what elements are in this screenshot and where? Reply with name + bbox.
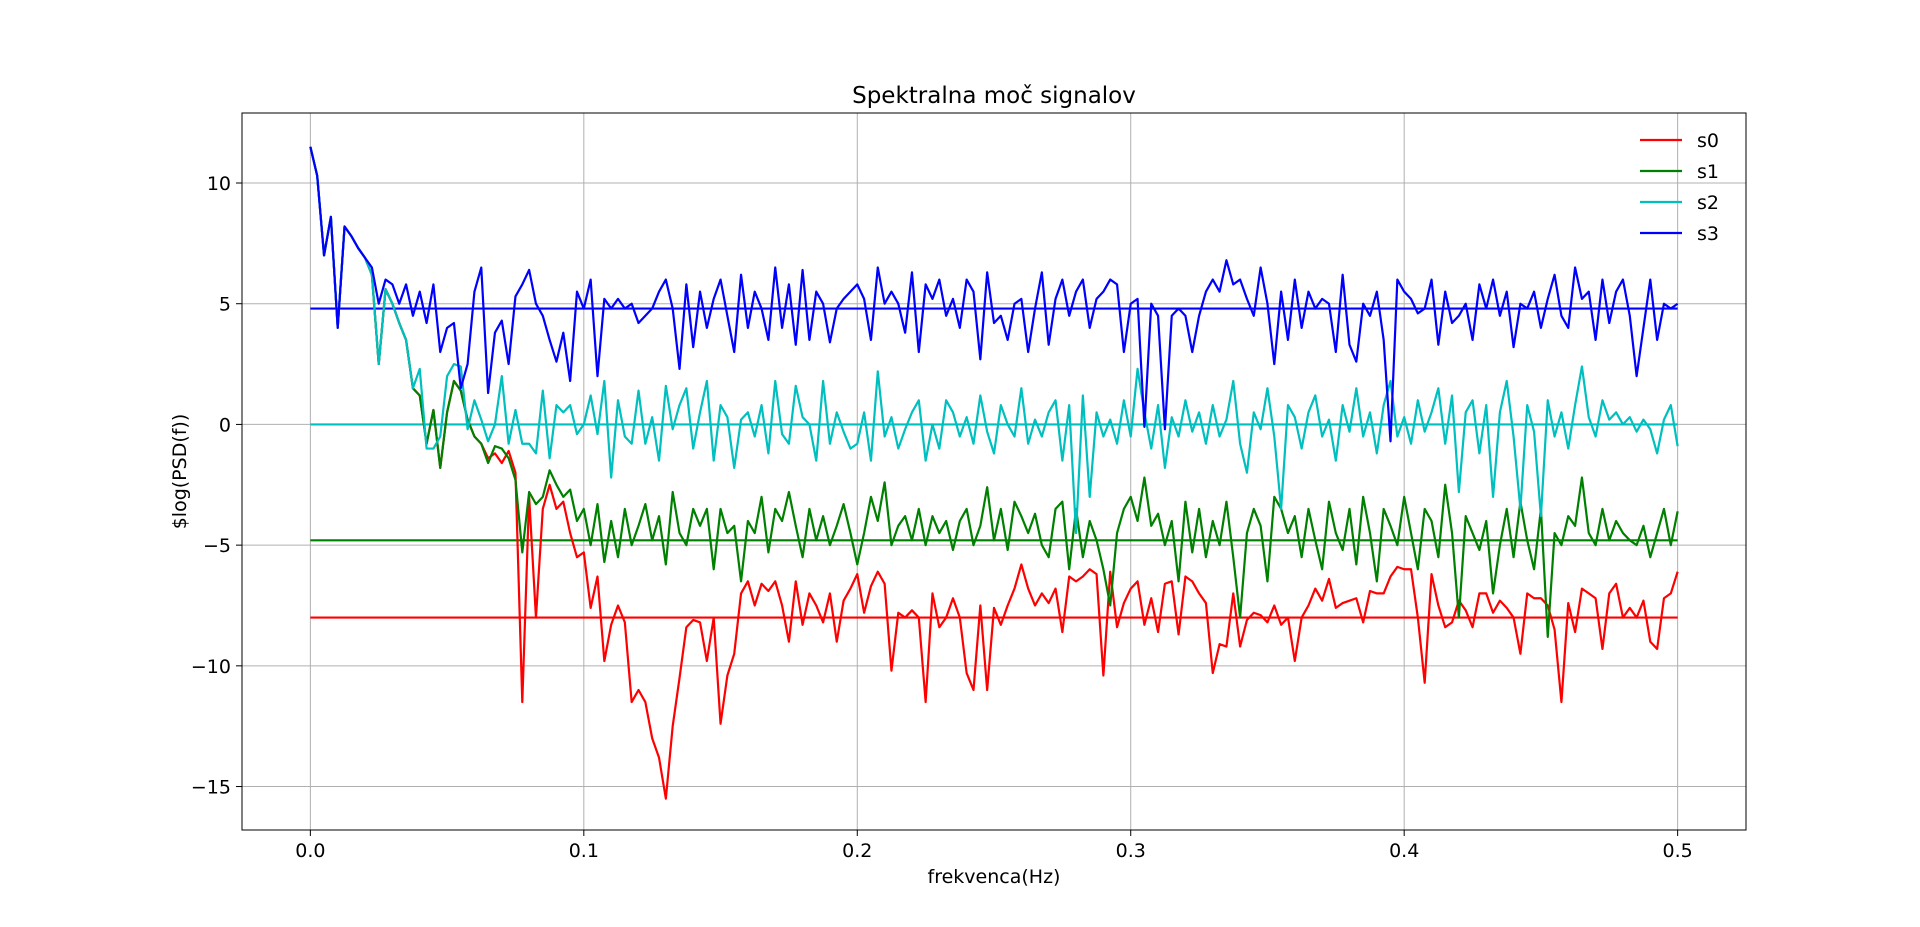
x-axis-label: frekvenca(Hz) xyxy=(928,866,1061,888)
x-tick-label: 0.0 xyxy=(295,840,325,862)
legend-label-s1: s1 xyxy=(1697,161,1719,183)
series-line-s0 xyxy=(309,146,1679,800)
tick-layer: 0.0 0.1 0.2 0.3 0.4 0.5 10 5 0 −5 −10 −15 xyxy=(191,173,1693,862)
x-tick-label: 0.4 xyxy=(1389,840,1419,862)
series-line-s1 xyxy=(309,146,1679,638)
plot-frame xyxy=(241,112,1747,831)
chart-title: Spektralna moč signalov xyxy=(852,83,1136,109)
y-tick-label: 5 xyxy=(219,294,231,316)
x-tick-label: 0.5 xyxy=(1663,840,1693,862)
legend-label-s0: s0 xyxy=(1697,130,1719,152)
y-tick-label: −5 xyxy=(203,535,231,557)
y-tick-label: 10 xyxy=(207,173,231,195)
series-layer xyxy=(309,146,1679,800)
x-tick-label: 0.3 xyxy=(1116,840,1146,862)
series-line-s3 xyxy=(309,146,1679,443)
x-tick-label: 0.2 xyxy=(842,840,872,862)
series-line-s2 xyxy=(309,146,1679,535)
y-tick-label: 0 xyxy=(219,414,231,436)
legend-label-s2: s2 xyxy=(1697,192,1719,214)
x-tick-label: 0.1 xyxy=(569,840,599,862)
y-axis-label: $log(PSD(f)) xyxy=(169,414,191,530)
legend-label-s3: s3 xyxy=(1697,223,1719,245)
y-tick-label: −10 xyxy=(191,656,231,678)
y-tick-label: −15 xyxy=(191,777,231,799)
legend: s0 s1 s2 s3 xyxy=(1640,130,1719,245)
